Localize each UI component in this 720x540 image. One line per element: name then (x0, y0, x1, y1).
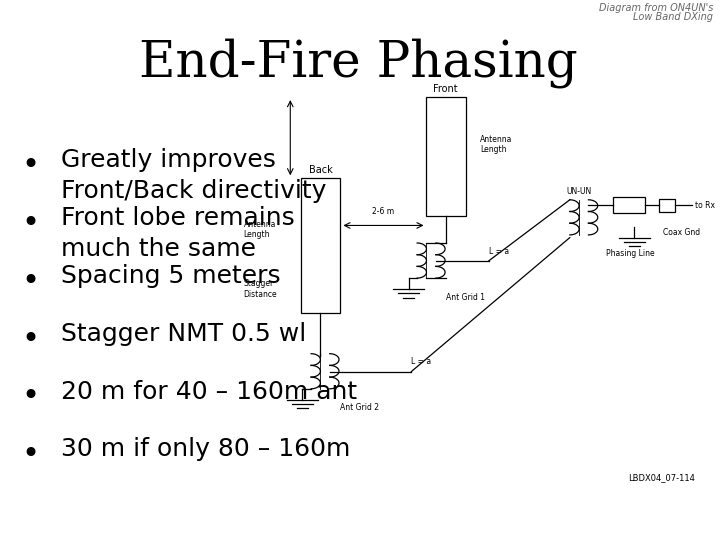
Text: 30 m if only 80 – 160m: 30 m if only 80 – 160m (61, 437, 351, 461)
Text: to Rx: to Rx (696, 201, 715, 210)
Text: •: • (22, 151, 40, 180)
Text: •: • (22, 440, 40, 469)
Bar (613, 197, 645, 213)
Text: Diagram from ON4UN's: Diagram from ON4UN's (599, 3, 713, 13)
Text: Back: Back (308, 165, 332, 175)
Bar (426, 97, 466, 216)
Text: Phasing Line: Phasing Line (606, 249, 654, 258)
Text: L = a: L = a (411, 357, 431, 366)
Text: Ant Grid 2: Ant Grid 2 (340, 403, 379, 412)
Text: •: • (22, 209, 40, 238)
Text: LBDX04_07-114: LBDX04_07-114 (629, 474, 696, 482)
Text: L = a: L = a (489, 247, 509, 255)
Text: 20 m for 40 – 160m ant: 20 m for 40 – 160m ant (61, 380, 357, 403)
Text: Low Band DXing: Low Band DXing (633, 12, 713, 23)
Text: UN-UN: UN-UN (567, 187, 592, 196)
Text: •: • (22, 325, 40, 354)
Text: •: • (22, 382, 40, 411)
Text: Front lobe remains
much the same: Front lobe remains much the same (61, 206, 294, 261)
Text: Greatly improves
Front/Back directivity: Greatly improves Front/Back directivity (61, 148, 326, 203)
Bar (301, 178, 341, 313)
Bar (660, 199, 675, 212)
Text: 2-6 m: 2-6 m (372, 207, 395, 217)
Text: Front: Front (433, 84, 458, 94)
Text: •: • (22, 267, 40, 296)
Text: Spacing 5 meters: Spacing 5 meters (61, 264, 281, 288)
Text: End-Fire Phasing: End-Fire Phasing (139, 38, 577, 88)
Text: Stagger
Distance: Stagger Distance (243, 279, 277, 299)
Text: Antenna
Length: Antenna Length (480, 135, 513, 154)
Text: Coax Gnd: Coax Gnd (663, 228, 700, 237)
Text: Ant Grid 1: Ant Grid 1 (446, 293, 485, 301)
Text: Stagger NMT 0.5 wl: Stagger NMT 0.5 wl (61, 322, 306, 346)
Text: Antenna
Length: Antenna Length (243, 220, 276, 239)
